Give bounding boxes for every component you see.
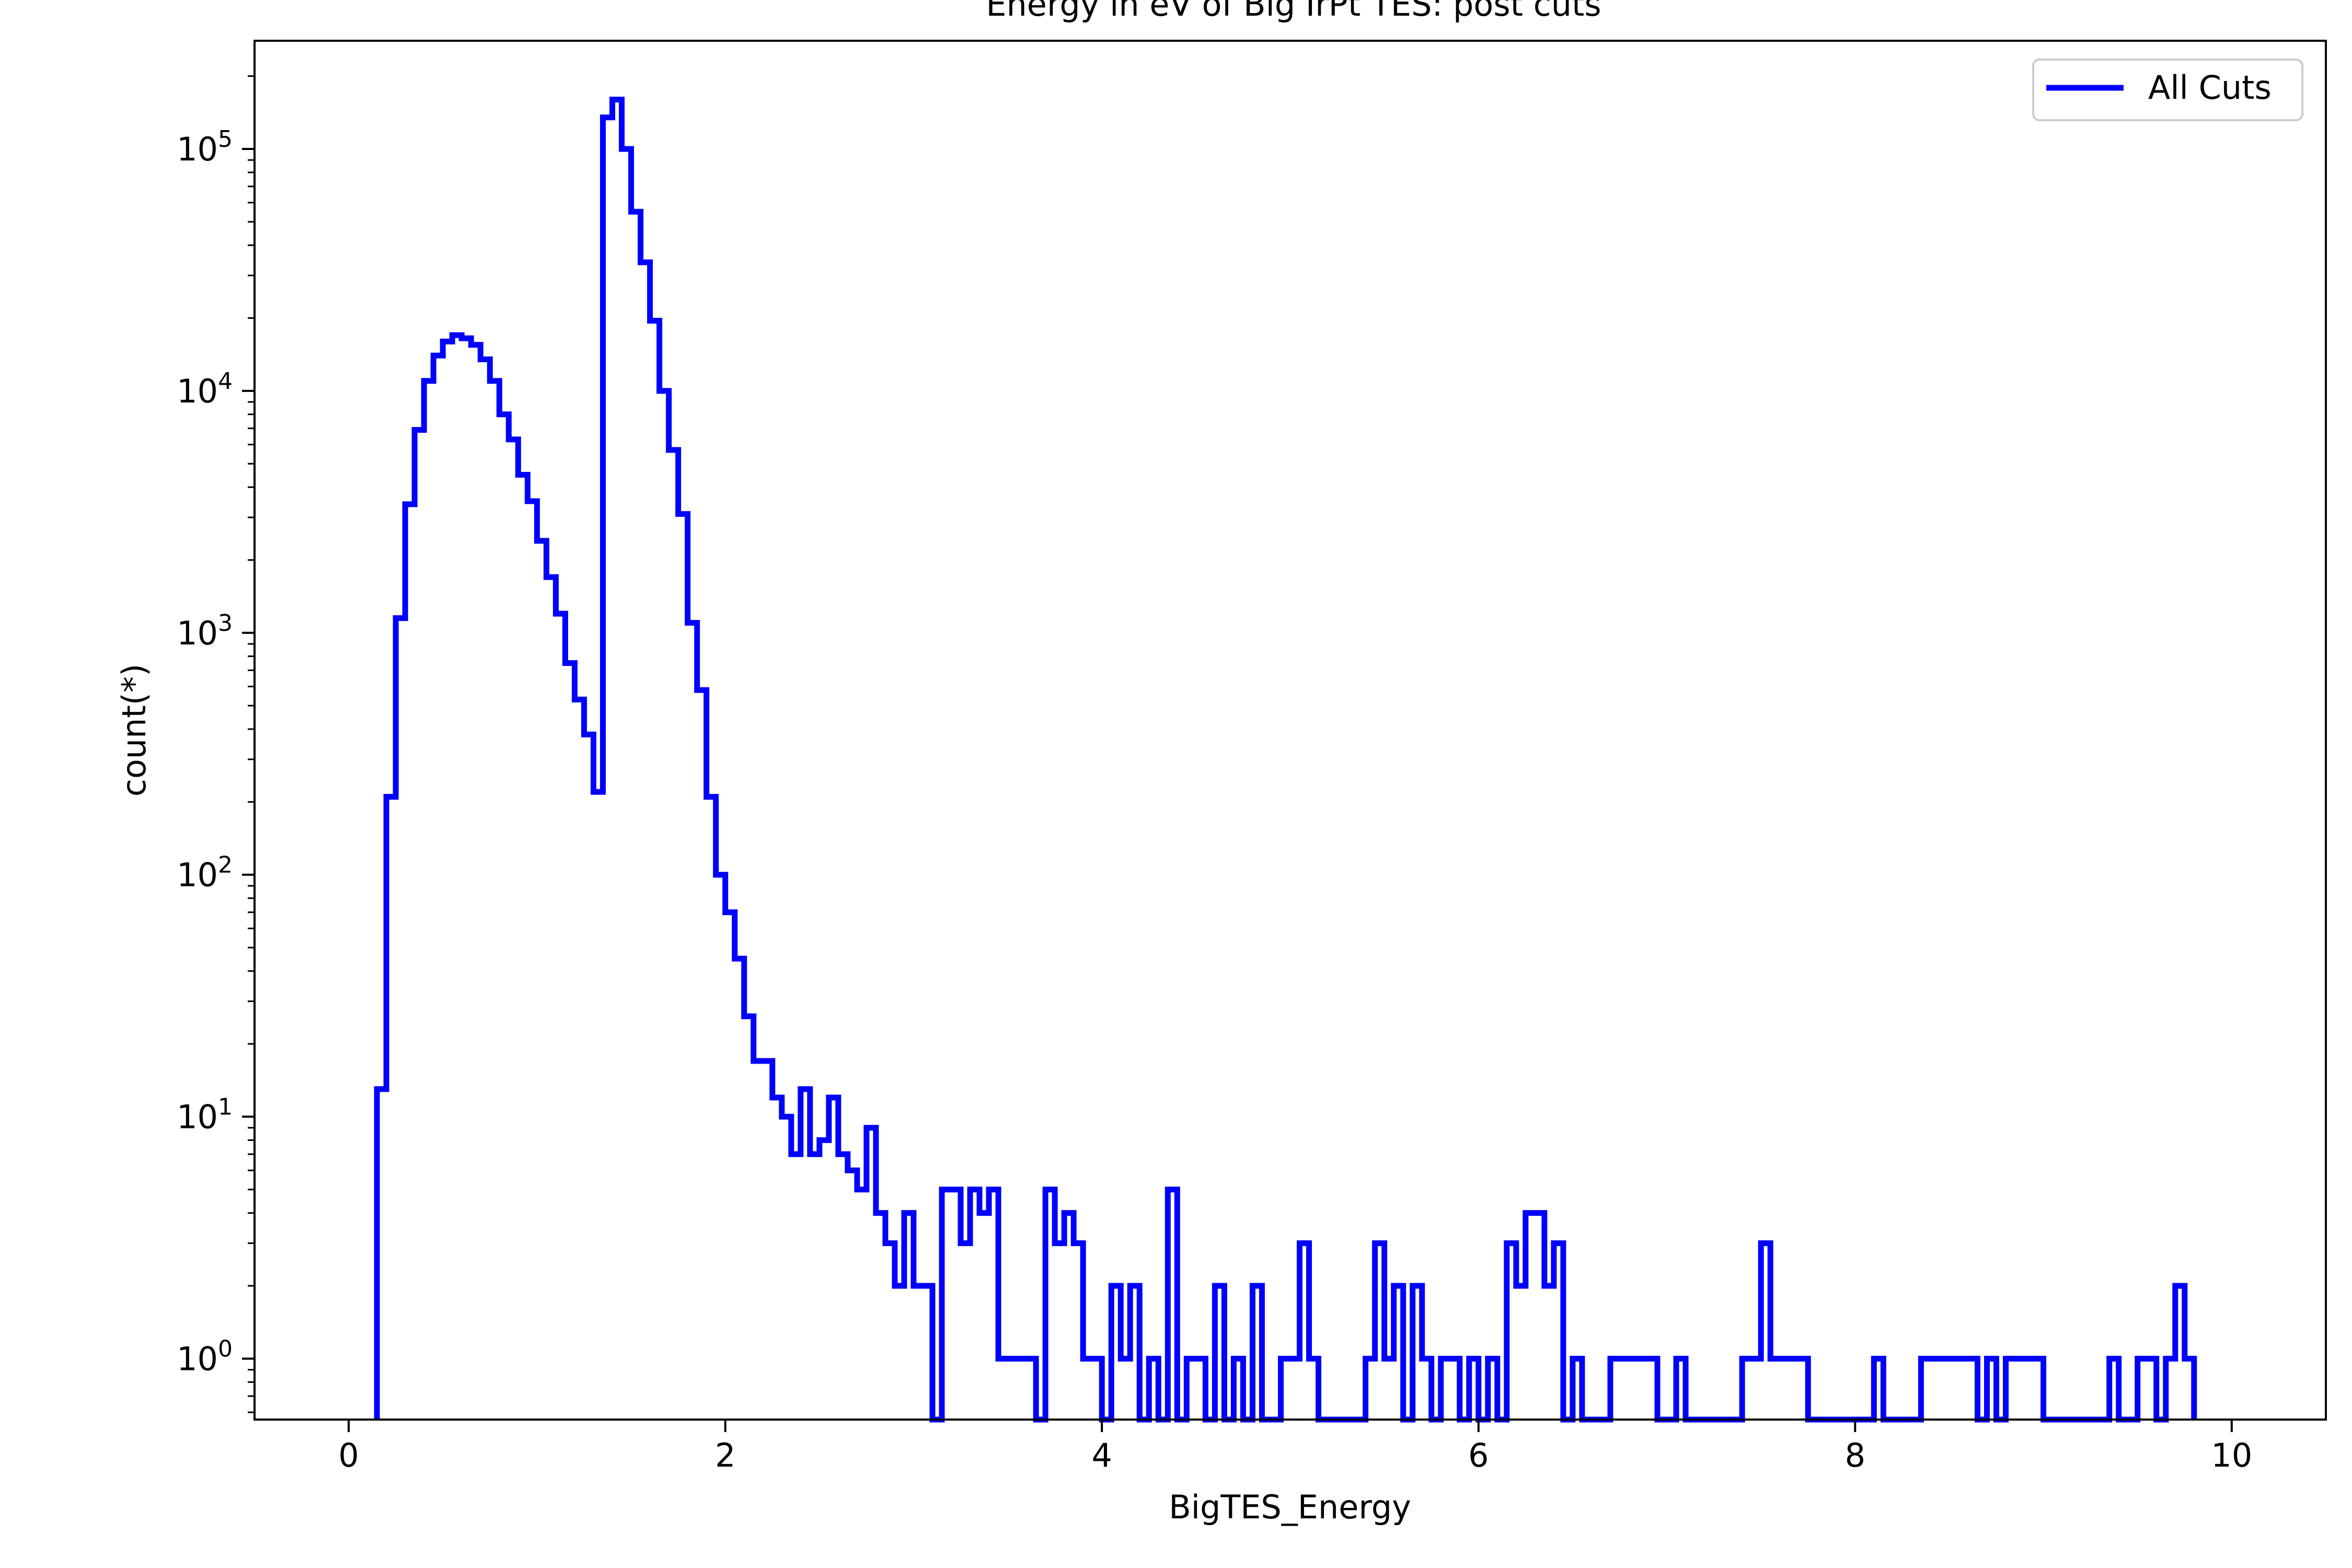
x-tick-label: 6 — [1468, 1436, 1489, 1474]
y-axis: 100 101 102 103 104 105 — [177, 75, 255, 1413]
x-tick-label: 10 — [2211, 1436, 2252, 1474]
plot-background — [255, 41, 2326, 1420]
y-tick-label: 101 — [177, 1094, 233, 1136]
legend: All Cuts — [2032, 59, 2303, 121]
y-tick-label: 105 — [177, 126, 233, 168]
legend-frame — [2032, 59, 2303, 121]
x-tick-label: 0 — [338, 1436, 359, 1474]
plot-frame — [253, 40, 2327, 1421]
x-tick-label: 2 — [715, 1436, 735, 1474]
x-axis-label: BigTES_Energy — [1169, 1488, 1411, 1526]
x-tick-label: 4 — [1092, 1436, 1112, 1474]
y-axis-label: count(*) — [115, 664, 153, 797]
y-tick-label: 104 — [177, 368, 233, 410]
x-tick-label: 8 — [1845, 1436, 1865, 1474]
chart-title: Energy in eV of Big IrPt TES: post cuts — [986, 0, 1601, 24]
y-tick-label: 103 — [177, 610, 233, 652]
y-tick-label: 100 — [177, 1335, 233, 1378]
legend-label: All Cuts — [2148, 68, 2272, 107]
y-tick-label: 102 — [177, 852, 233, 894]
x-axis: 0 2 4 6 8 10 — [338, 1420, 2252, 1474]
